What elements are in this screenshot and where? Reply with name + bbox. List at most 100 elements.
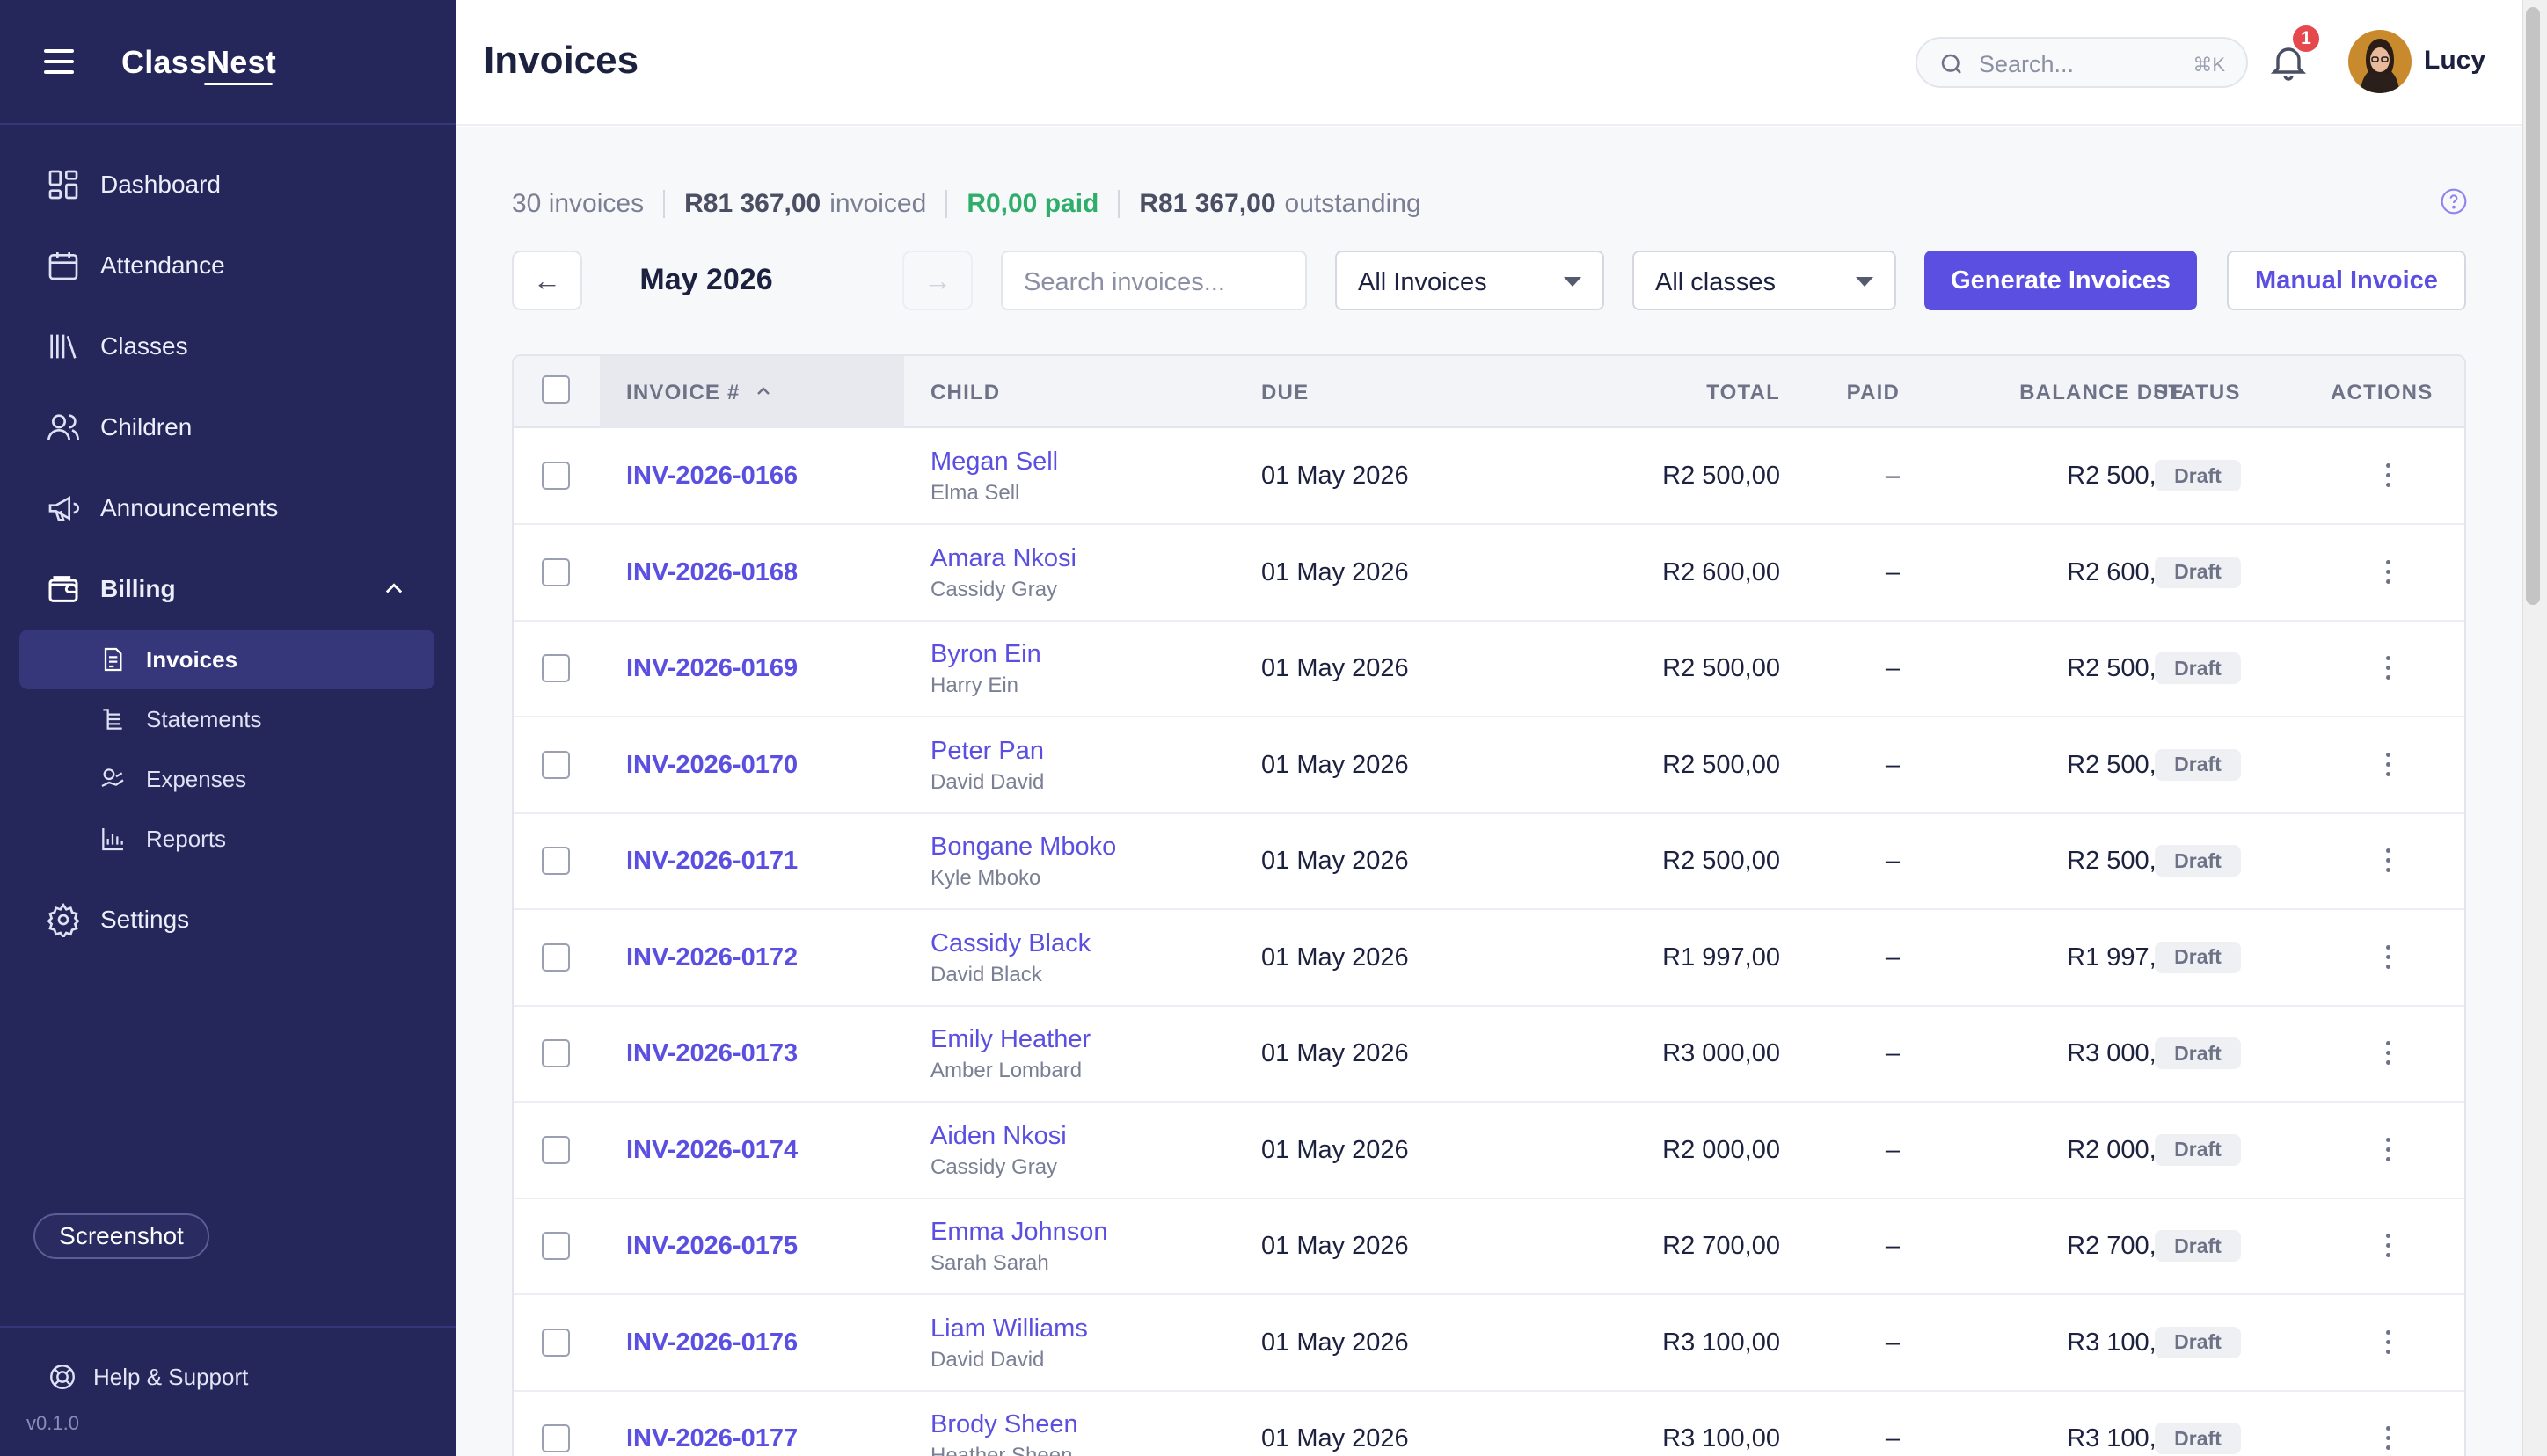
column-header-total[interactable]: TOTAL — [1706, 381, 1780, 404]
paid-amount: – — [1885, 1328, 1900, 1357]
column-header-child[interactable]: CHILD — [930, 381, 1001, 404]
help-support-link[interactable]: Help & Support — [47, 1359, 248, 1394]
sidebar-item-attendance[interactable]: Attendance — [0, 230, 456, 301]
invoice-number-link[interactable]: INV-2026-0173 — [626, 1039, 799, 1067]
users-icon — [47, 414, 79, 441]
child-name-link[interactable]: Emma Johnson — [930, 1218, 1108, 1246]
sidebar-item-dashboard[interactable]: Dashboard — [0, 149, 456, 220]
prev-month-button[interactable]: ← — [512, 251, 582, 310]
invoice-number-link[interactable]: INV-2026-0168 — [626, 557, 799, 586]
paid-amount: – — [1885, 1039, 1900, 1067]
row-checkbox[interactable] — [542, 943, 570, 972]
more-actions-icon[interactable] — [2383, 1329, 2392, 1357]
next-month-button[interactable]: → — [902, 251, 973, 310]
table-row[interactable]: INV-2026-0177 Brody Sheen Heather Sheen 01 … — [514, 1391, 2464, 1456]
sidebar-subitem-invoices[interactable]: Invoices — [19, 630, 434, 689]
row-checkbox[interactable] — [542, 557, 570, 586]
more-actions-icon[interactable] — [2383, 462, 2392, 490]
row-checkbox[interactable] — [542, 1135, 570, 1164]
table-row[interactable]: INV-2026-0169 Byron Ein Harry Ein 01 May 20… — [514, 621, 2464, 717]
user-name[interactable]: Lucy — [2424, 46, 2486, 75]
row-checkbox[interactable] — [542, 1328, 570, 1357]
sidebar-subitem-reports[interactable]: Reports — [19, 809, 434, 869]
child-name-link[interactable]: Cassidy Black — [930, 928, 1091, 957]
column-header-paid[interactable]: PAID — [1846, 381, 1900, 404]
wallet-icon — [48, 576, 78, 602]
column-header-due[interactable]: DUE — [1261, 381, 1310, 404]
more-actions-icon[interactable] — [2383, 558, 2392, 586]
row-checkbox[interactable] — [542, 1039, 570, 1067]
more-actions-icon[interactable] — [2383, 847, 2392, 875]
invoice-number-link[interactable]: INV-2026-0170 — [626, 750, 799, 779]
invoice-number-link[interactable]: INV-2026-0166 — [626, 462, 799, 490]
child-name-link[interactable]: Aiden Nkosi — [930, 1121, 1067, 1150]
global-search-input[interactable]: Search... ⌘K — [1916, 37, 2248, 88]
invoice-search-input[interactable]: Search invoices... — [1001, 251, 1307, 310]
help-circle-icon[interactable] — [2440, 187, 2468, 215]
table-row[interactable]: INV-2026-0174 Aiden Nkosi Cassidy Gray 01 M… — [514, 1103, 2464, 1199]
avatar[interactable] — [2348, 30, 2412, 93]
invoice-number-link[interactable]: INV-2026-0176 — [626, 1328, 799, 1357]
more-actions-icon[interactable] — [2383, 1424, 2392, 1452]
sidebar-item-children[interactable]: Children — [0, 392, 456, 462]
child-name-link[interactable]: Emily Heather — [930, 1025, 1091, 1053]
sidebar-item-label: Invoices — [146, 645, 238, 673]
chevron-up-icon[interactable] — [382, 577, 406, 601]
more-actions-icon[interactable] — [2383, 943, 2392, 972]
column-header-balance-due[interactable]: BALANCE DUE — [2019, 381, 2185, 404]
more-actions-icon[interactable] — [2383, 1039, 2392, 1067]
sidebar-item-settings[interactable]: Settings — [0, 885, 456, 955]
table-row[interactable]: INV-2026-0170 Peter Pan David David 01 May … — [514, 717, 2464, 814]
more-actions-icon[interactable] — [2383, 654, 2392, 682]
row-checkbox[interactable] — [542, 462, 570, 490]
table-row[interactable]: INV-2026-0166 Megan Sell Elma Sell 01 May 2… — [514, 428, 2464, 525]
balance-due-amount: R2 500,00 — [2067, 750, 2185, 779]
table-row[interactable]: INV-2026-0175 Emma Johnson Sarah Sarah 01 M… — [514, 1198, 2464, 1295]
invoice-type-select[interactable]: All Invoices — [1335, 251, 1604, 310]
column-header-status[interactable]: STATUS — [2153, 381, 2241, 404]
child-name-link[interactable]: Megan Sell — [930, 448, 1059, 476]
outstanding-amount: R81 367,00 — [1139, 189, 1276, 218]
invoice-number-link[interactable]: INV-2026-0175 — [626, 1232, 799, 1260]
child-name-link[interactable]: Liam Williams — [930, 1314, 1088, 1343]
invoice-number-link[interactable]: INV-2026-0174 — [626, 1135, 799, 1164]
table-row[interactable]: INV-2026-0168 Amara Nkosi Cassidy Gray 01 M… — [514, 525, 2464, 622]
invoice-number-link[interactable]: INV-2026-0169 — [626, 654, 799, 682]
invoice-number-link[interactable]: INV-2026-0171 — [626, 847, 799, 875]
menu-icon[interactable] — [44, 49, 74, 74]
bell-icon[interactable] — [2267, 40, 2310, 83]
table-row[interactable]: INV-2026-0171 Bongane Mboko Kyle Mboko 01 M… — [514, 813, 2464, 910]
screenshot-button[interactable]: Screenshot — [33, 1213, 209, 1259]
child-name-link[interactable]: Bongane Mboko — [930, 833, 1117, 861]
sidebar-item-billing[interactable]: Billing — [0, 554, 456, 624]
class-select[interactable]: All classes — [1632, 251, 1896, 310]
more-actions-icon[interactable] — [2383, 1136, 2392, 1164]
scrollbar-thumb[interactable] — [2526, 7, 2540, 605]
child-name-link[interactable]: Amara Nkosi — [930, 543, 1076, 572]
row-checkbox[interactable] — [542, 750, 570, 779]
row-checkbox[interactable] — [542, 847, 570, 875]
child-name-link[interactable]: Byron Ein — [930, 640, 1041, 668]
column-header-invoice[interactable]: INVOICE # — [626, 381, 770, 405]
generate-invoices-button[interactable]: Generate Invoices — [1924, 251, 2197, 310]
status-badge: Draft — [2155, 748, 2241, 781]
invoice-number-link[interactable]: INV-2026-0172 — [626, 943, 799, 972]
table-row[interactable]: INV-2026-0173 Emily Heather Amber Lombard 0… — [514, 1006, 2464, 1103]
sidebar-subitem-expenses[interactable]: Expenses — [19, 749, 434, 809]
more-actions-icon[interactable] — [2383, 1232, 2392, 1260]
invoice-number-link[interactable]: INV-2026-0177 — [626, 1424, 799, 1452]
row-checkbox[interactable] — [542, 654, 570, 682]
row-checkbox[interactable] — [542, 1232, 570, 1260]
child-name-link[interactable]: Brody Sheen — [930, 1410, 1078, 1438]
child-name-link[interactable]: Peter Pan — [930, 736, 1044, 765]
table-row[interactable]: INV-2026-0176 Liam Williams David David 01 … — [514, 1295, 2464, 1392]
table-row[interactable]: INV-2026-0172 Cassidy Black David Black 01 … — [514, 910, 2464, 1007]
row-checkbox[interactable] — [542, 1424, 570, 1452]
select-all-checkbox[interactable] — [542, 375, 570, 404]
sidebar-item-announcements[interactable]: Announcements — [0, 473, 456, 543]
sidebar-subitem-statements[interactable]: Statements — [19, 689, 434, 749]
brand-logo[interactable]: ClassNest — [121, 44, 276, 80]
manual-invoice-button[interactable]: Manual Invoice — [2227, 251, 2466, 310]
sidebar-item-classes[interactable]: Classes — [0, 311, 456, 382]
more-actions-icon[interactable] — [2383, 751, 2392, 779]
